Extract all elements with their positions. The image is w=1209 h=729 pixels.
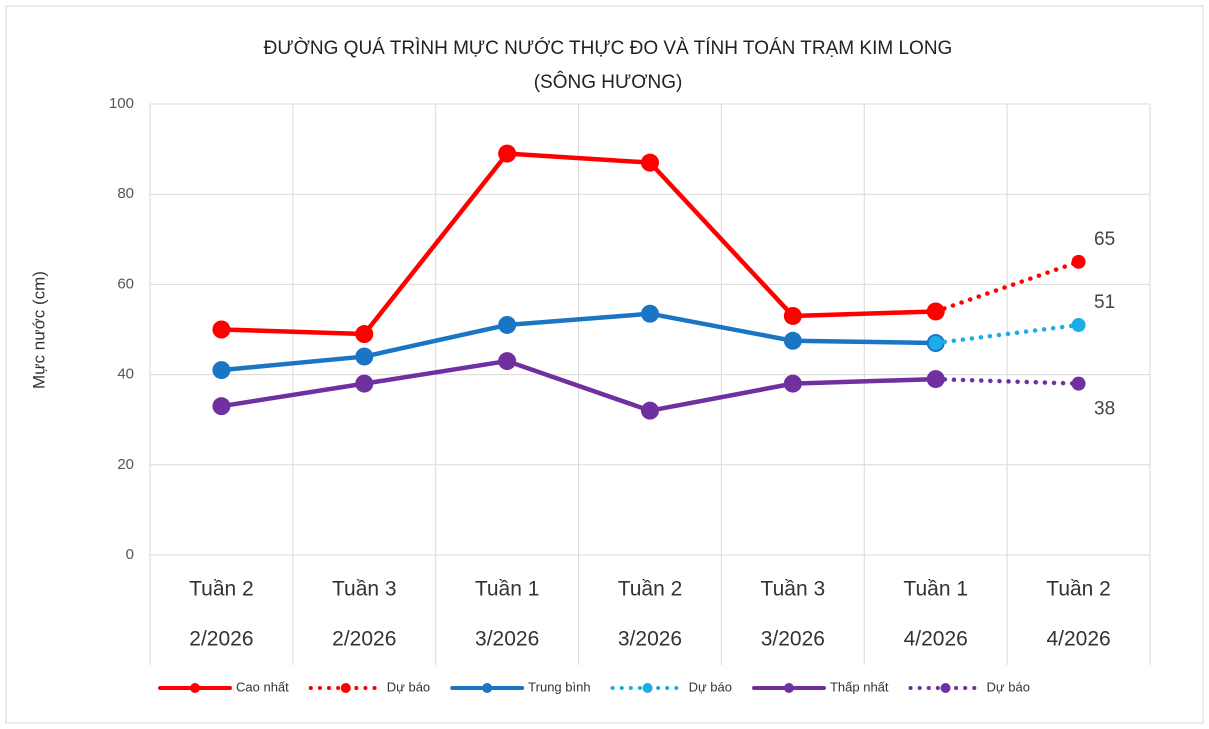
- x-tick-label: 3/2026: [618, 628, 682, 651]
- data-point: [641, 153, 659, 172]
- data-point: [783, 331, 802, 350]
- data-label: 38: [1094, 399, 1115, 420]
- data-point: [212, 361, 231, 380]
- data-point: [212, 397, 231, 416]
- y-tick-label: 80: [117, 185, 134, 202]
- legend-marker: [340, 683, 351, 693]
- series-line: [933, 376, 1081, 386]
- y-axis-label: Mực nước (cm): [29, 271, 48, 389]
- legend-marker: [783, 683, 794, 693]
- legend-label: Trung bình: [528, 679, 590, 694]
- x-tick-label: Tuần 2: [1046, 578, 1111, 601]
- data-point: [498, 352, 517, 371]
- y-tick-label: 20: [117, 456, 134, 473]
- legend-marker: [642, 683, 653, 693]
- data-point: [641, 401, 659, 420]
- data-point: [355, 374, 374, 393]
- data-point: [355, 347, 374, 366]
- legend-marker: [482, 683, 493, 693]
- x-tick-label: Tuần 3: [332, 578, 397, 601]
- series-line: [219, 151, 938, 337]
- x-tick-label: 2/2026: [332, 628, 396, 651]
- legend-label: Dự báo: [689, 679, 732, 694]
- x-tick-label: 2/2026: [189, 628, 253, 651]
- x-tick-label: 4/2026: [1046, 628, 1110, 651]
- legend-label: Thấp nhất: [830, 679, 889, 694]
- data-point: [928, 372, 943, 387]
- data-point: [928, 304, 943, 319]
- x-tick-label: Tuần 3: [761, 578, 826, 601]
- data-point: [498, 315, 517, 334]
- legend-label: Dự báo: [987, 679, 1030, 694]
- y-tick-label: 60: [117, 275, 134, 292]
- series-line: [219, 311, 938, 373]
- x-tick-label: 3/2026: [761, 628, 825, 651]
- legend-label: Cao nhất: [236, 679, 289, 694]
- series-line: [933, 259, 1081, 314]
- x-tick-label: Tuần 1: [903, 578, 968, 601]
- data-point: [355, 325, 374, 344]
- data-point: [498, 144, 517, 163]
- data-point: [641, 304, 659, 323]
- x-tick-label: Tuần 1: [475, 578, 540, 601]
- data-point: [928, 336, 943, 351]
- data-point: [783, 374, 802, 393]
- y-tick-label: 100: [109, 95, 134, 112]
- series-line: [933, 322, 1081, 346]
- y-tick-label: 40: [117, 366, 134, 383]
- x-tick-label: Tuần 2: [189, 578, 254, 601]
- data-label: 65: [1094, 229, 1115, 250]
- data-point: [1071, 376, 1086, 391]
- data-label: 51: [1094, 292, 1115, 313]
- legend-marker: [940, 683, 951, 693]
- legend-label: Dự báo: [387, 679, 430, 694]
- data-point: [212, 320, 231, 339]
- chart-title: ĐƯỜNG QUÁ TRÌNH MỰC NƯỚC THỰC ĐO VÀ TÍNH…: [264, 37, 953, 59]
- data-point: [1071, 254, 1086, 269]
- data-point: [1071, 317, 1086, 332]
- x-tick-label: 3/2026: [475, 628, 539, 651]
- x-tick-label: 4/2026: [904, 628, 968, 651]
- series-line: [219, 358, 938, 413]
- chart-title: (SÔNG HƯƠNG): [534, 71, 683, 93]
- x-tick-label: Tuần 2: [618, 578, 683, 601]
- y-tick-label: 0: [126, 546, 134, 563]
- legend-marker: [190, 683, 200, 693]
- chart-border: [5, 5, 1204, 724]
- data-point: [783, 306, 802, 325]
